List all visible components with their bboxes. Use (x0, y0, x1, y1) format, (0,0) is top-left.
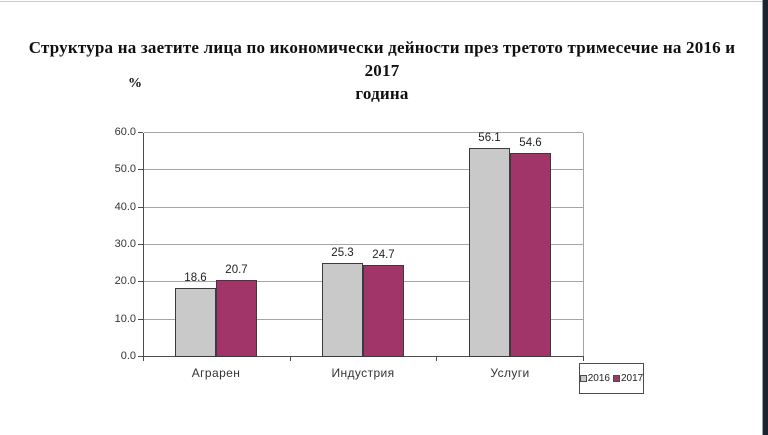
legend-swatch-2016 (580, 375, 587, 382)
x-tick-1 (290, 357, 291, 361)
y-tick-label-40.0: 40.0 (114, 201, 136, 213)
bar-value-label-2016-Аграрен: 18.6 (184, 272, 207, 284)
x-tick-0 (143, 357, 144, 361)
y-tick-0.0 (138, 356, 143, 357)
y-tick-20.0 (138, 281, 143, 282)
frame-right-border (763, 0, 768, 435)
y-tick-label-10.0: 10.0 (114, 313, 136, 325)
legend-item-2017: 2017 (613, 373, 643, 384)
bar-2016-Индустрия (322, 263, 363, 357)
legend-swatch-2017 (613, 375, 620, 382)
y-tick-label-50.0: 50.0 (114, 163, 136, 175)
bar-2017-Услуги (510, 153, 551, 357)
gridline-60.0 (144, 132, 583, 133)
legend-label-2017: 2017 (621, 373, 644, 384)
y-axis (143, 133, 144, 357)
y-tick-10.0 (138, 319, 143, 320)
bar-2017-Аграрен (216, 280, 257, 357)
category-label-Аграрен: Аграрен (191, 366, 241, 380)
gridline-50.0 (144, 169, 583, 170)
y-tick-label-0.0: 0.0 (120, 350, 136, 362)
x-tick-3 (583, 357, 584, 361)
y-tick-50.0 (138, 169, 143, 170)
chart-title-line-1: Структура на заетите лица по икономическ… (28, 38, 736, 80)
bar-value-label-2016-Индустрия: 25.3 (331, 247, 354, 259)
gridline-40.0 (144, 207, 583, 208)
bar-value-label-2017-Индустрия: 24.7 (372, 249, 395, 261)
bar-2017-Индустрия (363, 265, 404, 357)
y-tick-60.0 (138, 132, 143, 133)
x-tick-2 (436, 357, 437, 361)
legend-label-2016: 2016 (587, 373, 610, 384)
bar-value-label-2017-Услуги: 54.6 (519, 137, 542, 149)
bar-2016-Аграрен (175, 288, 216, 357)
y-tick-40.0 (138, 207, 143, 208)
chart-title-line-2: година (355, 84, 409, 103)
y-tick-label-20.0: 20.0 (114, 275, 136, 287)
chart-title: Структура на заетите лица по икономическ… (24, 36, 740, 105)
legend-item-2016: 2016 (580, 373, 610, 384)
gridline-30.0 (144, 244, 583, 245)
bar-value-label-2016-Услуги: 56.1 (478, 132, 501, 144)
category-label-Индустрия: Индустрия (331, 366, 395, 380)
y-tick-label-30.0: 30.0 (114, 238, 136, 250)
y-tick-label-60.0: 60.0 (114, 126, 136, 138)
legend: 2016 2017 (579, 363, 644, 394)
plot-border-right (583, 133, 584, 357)
frame-top-border (0, 1, 768, 2)
frame-right-border-light (762, 0, 763, 435)
bar-value-label-2017-Аграрен: 20.7 (225, 264, 248, 276)
bar-2016-Услуги (469, 148, 510, 357)
y-tick-30.0 (138, 244, 143, 245)
y-axis-unit-label: % (128, 76, 142, 91)
category-label-Услуги: Услуги (490, 366, 530, 380)
